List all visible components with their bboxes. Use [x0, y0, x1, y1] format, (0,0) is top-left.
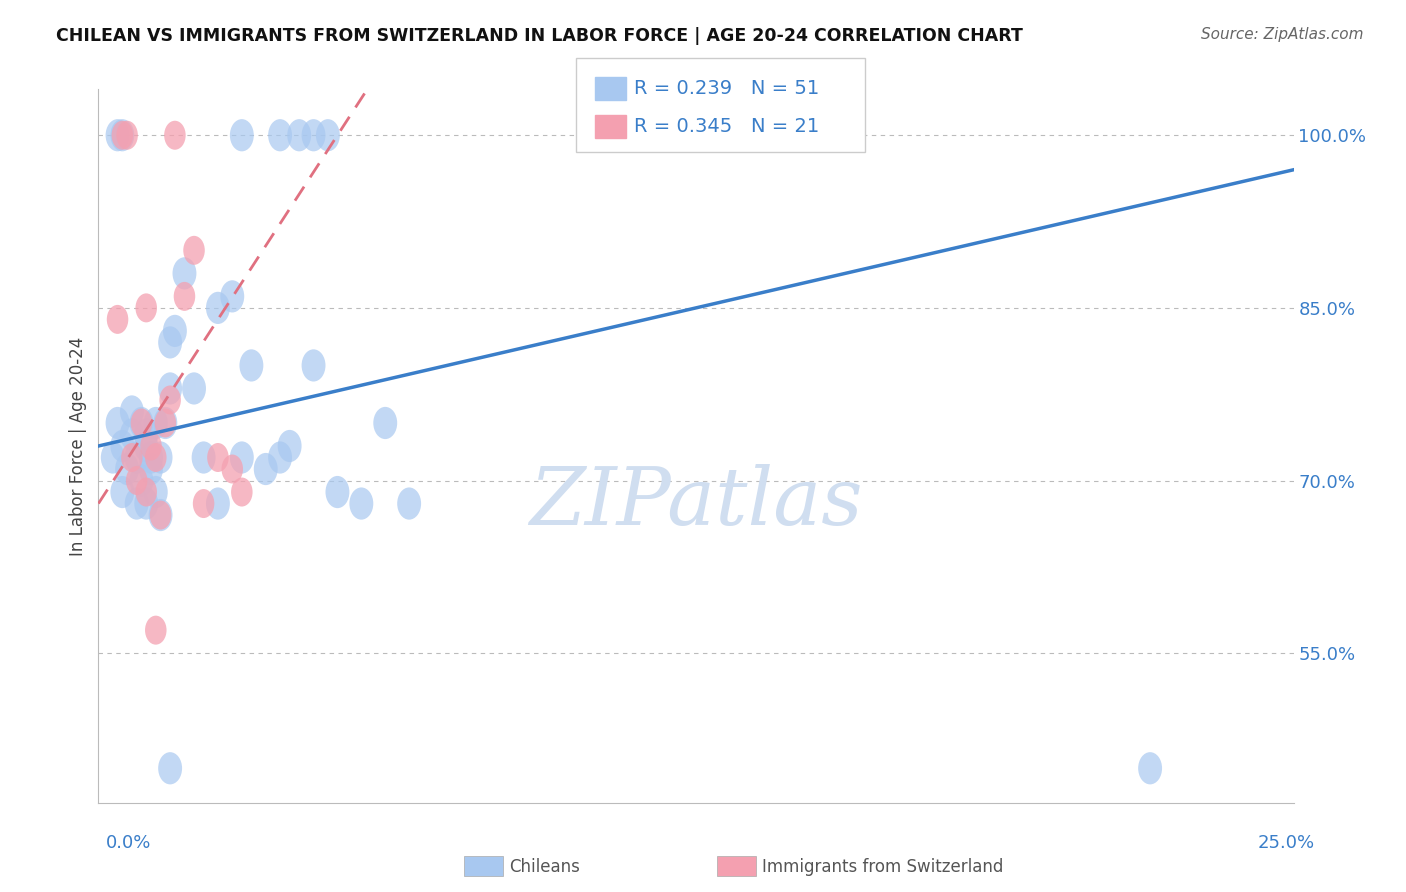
Ellipse shape [316, 120, 340, 152]
Ellipse shape [301, 350, 326, 382]
Ellipse shape [287, 120, 311, 152]
Ellipse shape [174, 282, 195, 311]
Ellipse shape [165, 120, 186, 150]
Ellipse shape [135, 430, 159, 462]
Ellipse shape [111, 120, 134, 150]
Ellipse shape [222, 455, 243, 483]
Ellipse shape [143, 407, 167, 439]
Ellipse shape [135, 487, 159, 520]
Ellipse shape [139, 453, 163, 485]
Ellipse shape [207, 487, 231, 520]
Text: 25.0%: 25.0% [1257, 834, 1315, 852]
Ellipse shape [125, 442, 149, 474]
Ellipse shape [183, 372, 207, 405]
Ellipse shape [269, 120, 292, 152]
Ellipse shape [117, 120, 138, 150]
Ellipse shape [149, 499, 173, 531]
Ellipse shape [326, 476, 350, 508]
Text: R = 0.239   N = 51: R = 0.239 N = 51 [634, 78, 820, 98]
Ellipse shape [1139, 752, 1163, 784]
Ellipse shape [135, 418, 159, 450]
Ellipse shape [159, 752, 183, 784]
Ellipse shape [221, 280, 245, 312]
Ellipse shape [254, 453, 278, 485]
Ellipse shape [231, 477, 253, 507]
Ellipse shape [150, 500, 172, 530]
Text: Source: ZipAtlas.com: Source: ZipAtlas.com [1201, 27, 1364, 42]
Text: Chileans: Chileans [509, 858, 579, 876]
Ellipse shape [101, 442, 125, 474]
Ellipse shape [135, 477, 157, 507]
Ellipse shape [111, 476, 135, 508]
Ellipse shape [107, 305, 128, 334]
Ellipse shape [350, 487, 374, 520]
Ellipse shape [231, 442, 254, 474]
Ellipse shape [159, 372, 183, 405]
Ellipse shape [193, 489, 214, 518]
Ellipse shape [149, 442, 173, 474]
Text: ZIPatlas: ZIPatlas [529, 465, 863, 541]
Ellipse shape [278, 430, 302, 462]
Ellipse shape [159, 326, 183, 359]
Ellipse shape [269, 442, 292, 474]
Ellipse shape [129, 465, 153, 497]
Ellipse shape [153, 407, 177, 439]
Text: Immigrants from Switzerland: Immigrants from Switzerland [762, 858, 1004, 876]
Text: R = 0.345   N = 21: R = 0.345 N = 21 [634, 117, 820, 136]
Ellipse shape [111, 120, 135, 152]
Ellipse shape [135, 293, 157, 322]
Ellipse shape [163, 315, 187, 347]
Ellipse shape [301, 120, 326, 152]
Ellipse shape [239, 350, 263, 382]
Ellipse shape [207, 443, 229, 472]
Ellipse shape [145, 615, 166, 645]
Ellipse shape [374, 407, 398, 439]
Ellipse shape [129, 407, 153, 439]
Text: 0.0%: 0.0% [105, 834, 150, 852]
Ellipse shape [120, 418, 143, 450]
Ellipse shape [398, 487, 422, 520]
Ellipse shape [131, 409, 152, 437]
Ellipse shape [139, 442, 163, 474]
Ellipse shape [105, 120, 129, 152]
Y-axis label: In Labor Force | Age 20-24: In Labor Force | Age 20-24 [69, 336, 87, 556]
Ellipse shape [191, 442, 215, 474]
Text: CHILEAN VS IMMIGRANTS FROM SWITZERLAND IN LABOR FORCE | AGE 20-24 CORRELATION CH: CHILEAN VS IMMIGRANTS FROM SWITZERLAND I… [56, 27, 1024, 45]
Ellipse shape [145, 443, 166, 472]
Ellipse shape [173, 257, 197, 290]
Ellipse shape [231, 120, 254, 152]
Ellipse shape [143, 476, 167, 508]
Ellipse shape [115, 453, 139, 485]
Ellipse shape [121, 443, 142, 472]
Ellipse shape [183, 235, 205, 265]
Ellipse shape [155, 409, 176, 437]
Ellipse shape [120, 395, 143, 427]
Ellipse shape [105, 407, 129, 439]
Ellipse shape [127, 466, 148, 495]
Ellipse shape [141, 432, 162, 460]
Ellipse shape [159, 385, 181, 415]
Ellipse shape [125, 487, 149, 520]
Ellipse shape [207, 292, 231, 324]
Ellipse shape [111, 430, 135, 462]
